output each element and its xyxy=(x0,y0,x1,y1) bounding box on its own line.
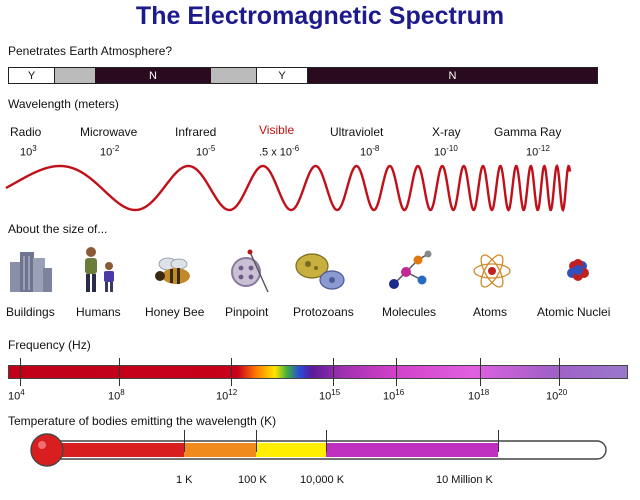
frequency-tick xyxy=(333,358,334,386)
frequency-tick-label: 1015 xyxy=(319,388,341,403)
honey-bee-icon xyxy=(155,257,190,284)
temperature-heading: Temperature of bodies emitting the wavel… xyxy=(8,414,277,428)
wavelength-value: 10-10 xyxy=(434,144,458,159)
wavelength-value: 10-12 xyxy=(526,144,550,159)
atmosphere-segment: N xyxy=(308,68,597,83)
frequency-tick-label: 104 xyxy=(8,388,25,403)
band-gamma-label: Gamma Ray xyxy=(494,125,562,139)
pinpoint-icon xyxy=(231,249,269,293)
temperature-tick xyxy=(256,430,257,452)
frequency-tick xyxy=(480,358,481,386)
protozoans-icon xyxy=(295,253,345,290)
atmosphere-segment: Y xyxy=(256,68,308,83)
size-label-honey-bee: Honey Bee xyxy=(145,305,205,319)
atmosphere-segment: Y xyxy=(9,68,55,83)
frequency-heading: Frequency (Hz) xyxy=(8,338,91,352)
atoms-icon xyxy=(473,254,511,288)
atmosphere-segment xyxy=(211,68,256,83)
atmosphere-bar: Y N Y N xyxy=(8,67,598,84)
atmosphere-segment: N xyxy=(95,68,211,83)
atmosphere-label: N xyxy=(149,69,157,82)
atomic-nuclei-icon xyxy=(567,259,589,281)
frequency-bar xyxy=(8,365,628,379)
frequency-tick-label: 1018 xyxy=(468,388,490,403)
frequency-tick xyxy=(231,358,232,386)
wavelength-value: 10-5 xyxy=(196,144,216,159)
frequency-tick-label: 1016 xyxy=(383,388,405,403)
size-label-humans: Humans xyxy=(76,305,121,319)
wave-curve xyxy=(5,164,572,212)
size-label-protozoans: Protozoans xyxy=(293,305,354,319)
band-infrared-label: Infrared xyxy=(175,125,217,139)
atmosphere-segment xyxy=(55,68,95,83)
band-ultraviolet-label: Ultraviolet xyxy=(330,125,384,139)
band-xray-label: X-ray xyxy=(432,125,461,139)
wavelength-value: 10-8 xyxy=(360,144,380,159)
frequency-tick xyxy=(20,358,21,386)
humans-icon xyxy=(85,247,114,292)
frequency-tick-label: 1012 xyxy=(216,388,238,403)
size-label-pinpoint: Pinpoint xyxy=(225,305,269,319)
page-title: The Electromagnetic Spectrum xyxy=(135,2,505,30)
wavelength-value: 10-2 xyxy=(100,144,120,159)
molecules-icon xyxy=(389,250,432,289)
size-label-atomic-nuclei: Atomic Nuclei xyxy=(537,305,611,319)
wave-graphic xyxy=(5,164,572,212)
wavelength-heading: Wavelength (meters) xyxy=(8,97,119,111)
temperature-tick xyxy=(326,430,327,452)
temperature-tick xyxy=(498,430,499,452)
wavelength-value: 103 xyxy=(20,144,37,159)
size-label-buildings: Buildings xyxy=(6,305,55,319)
atmosphere-heading: Penetrates Earth Atmosphere? xyxy=(8,44,173,58)
temperature-tick-label: 10 Million K xyxy=(436,474,493,486)
temperature-tick xyxy=(184,430,185,452)
atmosphere-label: N xyxy=(448,69,457,82)
frequency-tick-label: 108 xyxy=(108,388,125,403)
temperature-tick-label: 10,000 K xyxy=(300,474,345,486)
thermometer xyxy=(30,433,607,467)
size-label-atoms: Atoms xyxy=(473,305,508,319)
size-heading: About the size of... xyxy=(8,222,108,236)
band-microwave-label: Microwave xyxy=(80,125,138,139)
size-label-molecules: Molecules xyxy=(382,305,437,319)
wavelength-value: .5 x 10-6 xyxy=(259,144,300,159)
band-radio-label: Radio xyxy=(10,125,42,139)
buildings-icon xyxy=(10,252,52,292)
temperature-tick-label: 1 K xyxy=(176,474,193,486)
frequency-tick xyxy=(396,358,397,386)
frequency-tick-label: 1020 xyxy=(546,388,568,403)
atmosphere-label: Y xyxy=(278,69,286,82)
band-visible-label: Visible xyxy=(259,123,295,137)
frequency-tick xyxy=(119,358,120,386)
temperature-tick-label: 100 K xyxy=(238,474,267,486)
atmosphere-label: Y xyxy=(27,69,36,82)
frequency-tick xyxy=(559,358,560,386)
